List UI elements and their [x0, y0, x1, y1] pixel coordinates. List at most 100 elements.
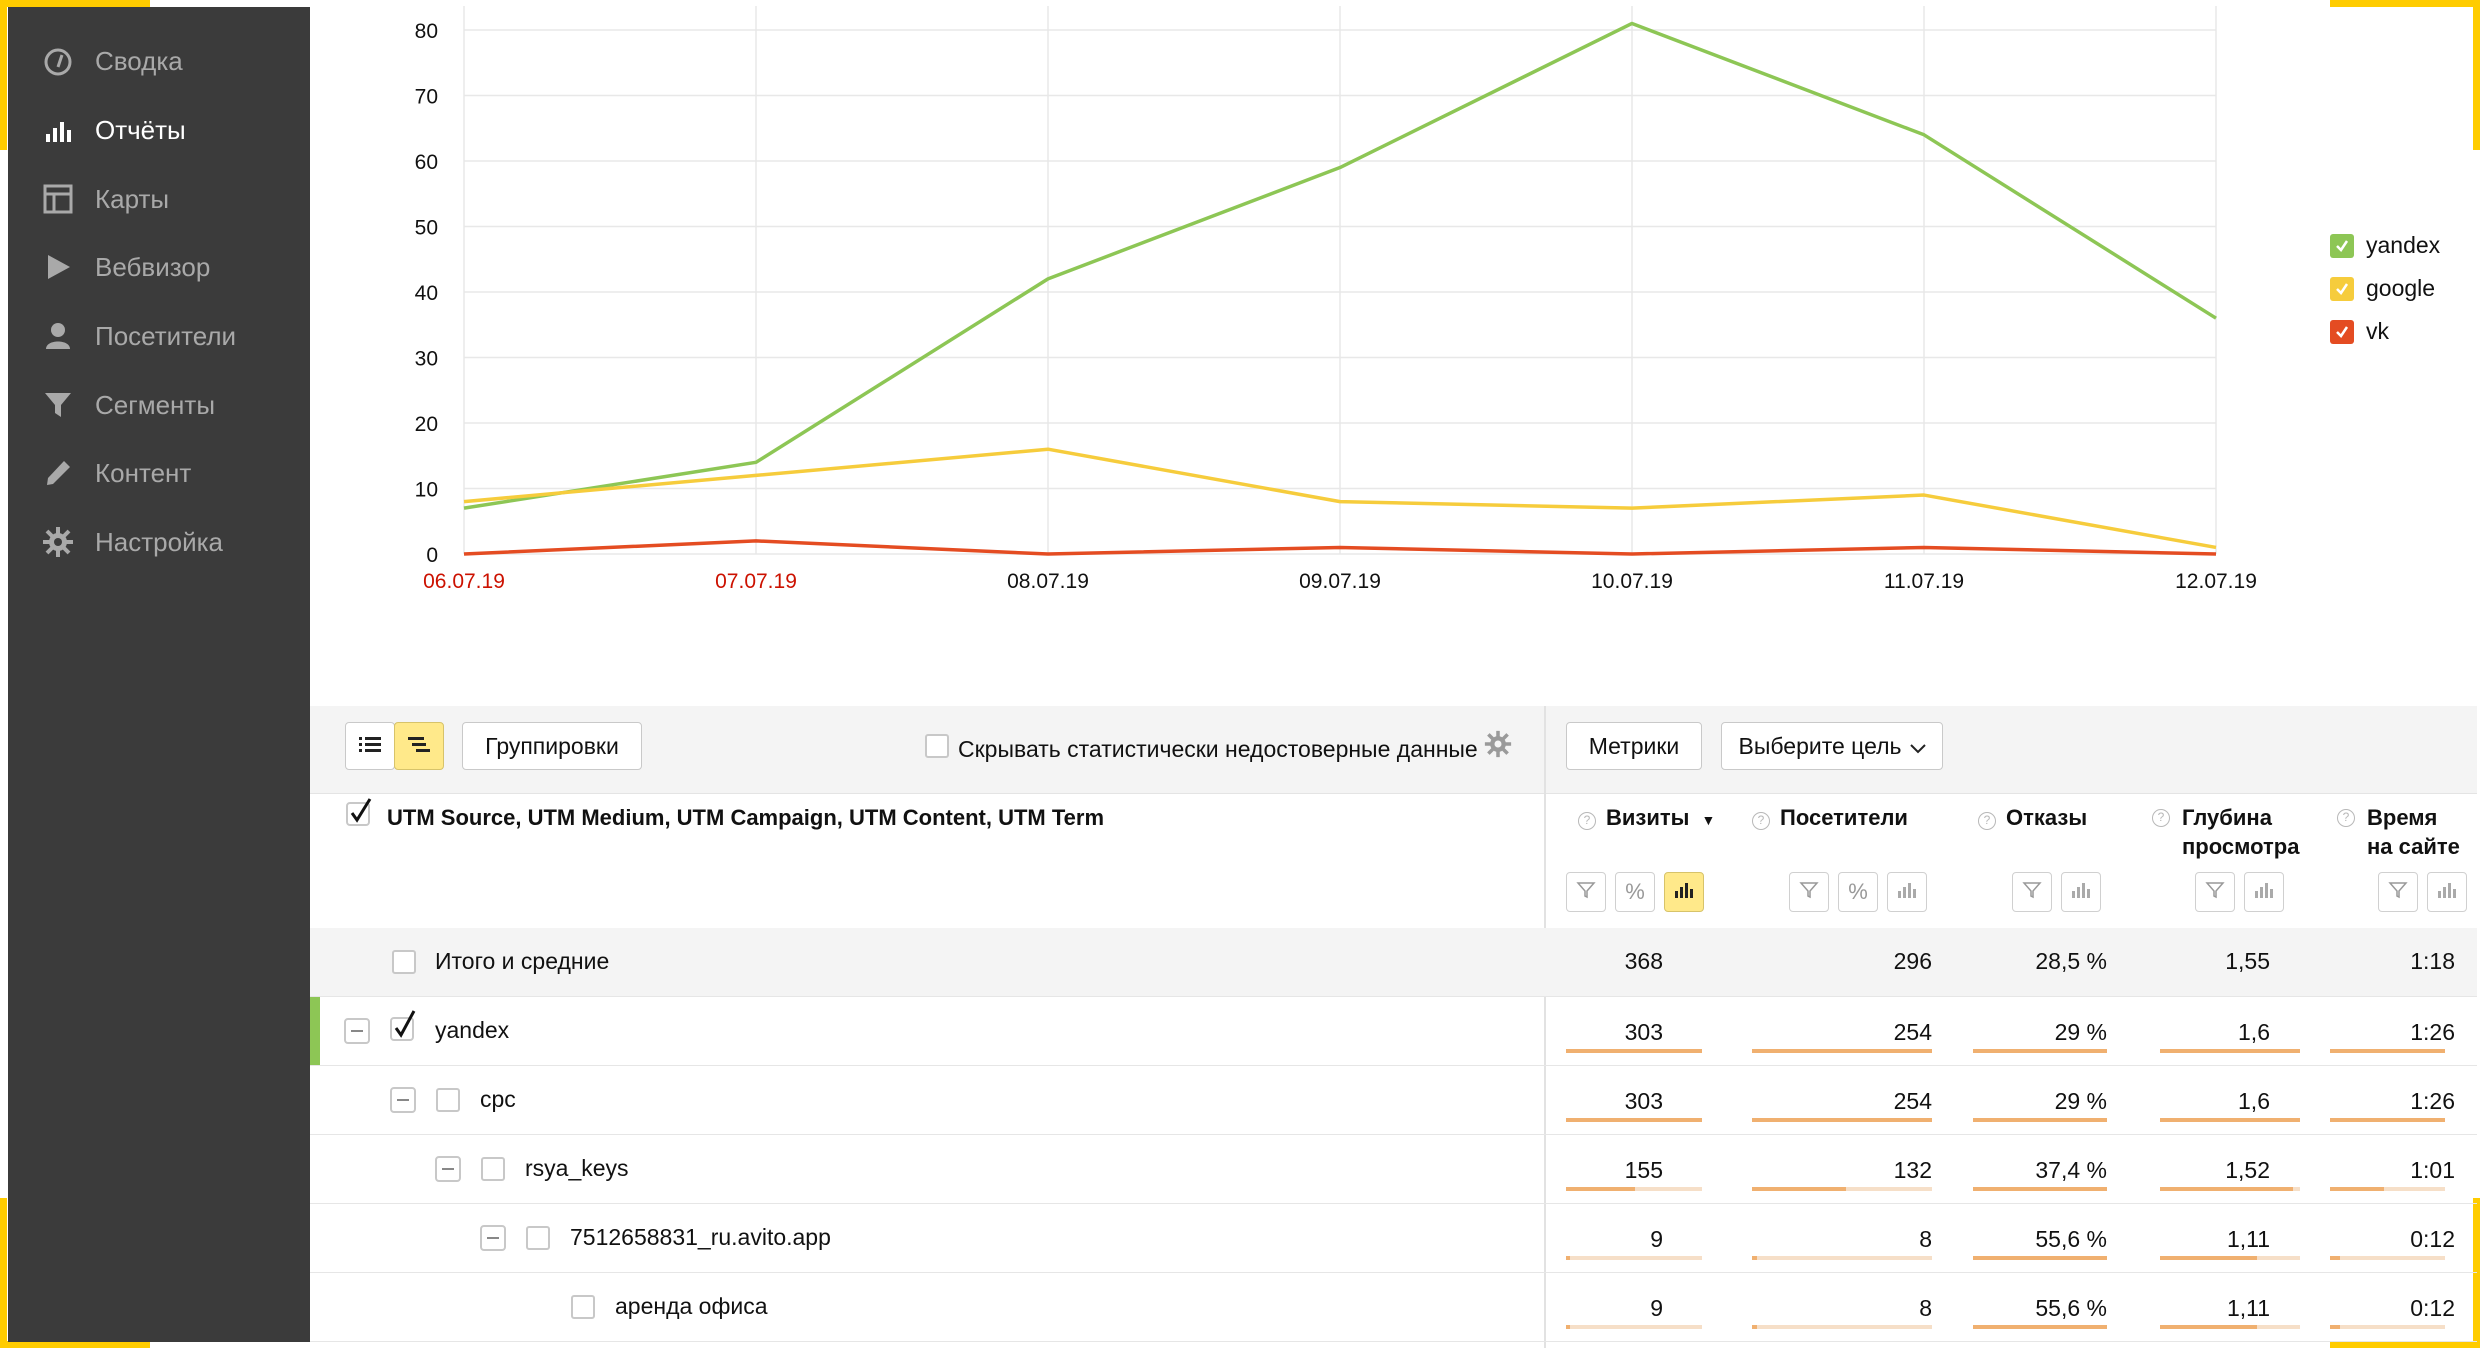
percent-icon: %: [1625, 879, 1645, 904]
cell-visitors: 8: [1919, 1295, 1932, 1321]
filter-icon: [1799, 880, 1819, 905]
column-header-visitors[interactable]: ? Посетители: [1752, 803, 1908, 832]
collapse-button[interactable]: [435, 1156, 461, 1182]
help-icon[interactable]: ?: [1978, 812, 1996, 830]
value-bar-fill: [2330, 1187, 2384, 1191]
bar-chart-button[interactable]: [1887, 872, 1927, 912]
row-label: аренда офиса: [615, 1293, 768, 1319]
filter-icon: [2022, 880, 2042, 905]
groupings-button[interactable]: Группировки: [462, 722, 642, 770]
user-icon: [41, 319, 75, 353]
bar-chart-icon: [1897, 881, 1917, 904]
sidebar-item-segments[interactable]: Сегменты: [8, 381, 310, 429]
sidebar-item-label: Карты: [95, 183, 170, 214]
cell-depth: 1,11: [2226, 1226, 2270, 1252]
row-checkbox[interactable]: [436, 1088, 460, 1112]
traffic-line-chart: 0 10 20 30 40 50 60 70 80 06.07.19 07.07.19 08.07.1…: [415, 6, 2257, 593]
help-icon[interactable]: ?: [2152, 809, 2170, 827]
sidebar-item-summary[interactable]: Сводка: [8, 37, 310, 85]
y-tick-label: 80: [415, 20, 438, 43]
view-tree-button[interactable]: [394, 722, 444, 770]
metrics-button[interactable]: Метрики: [1566, 722, 1702, 770]
cell-depth: 1,6: [2238, 1088, 2270, 1114]
bar-chart-button[interactable]: [2244, 872, 2284, 912]
filter-button[interactable]: [1789, 872, 1829, 912]
sidebar-item-settings[interactable]: Настройка: [8, 518, 310, 566]
table-row[interactable]: yandex 303 254 29 % 1,6 1:26: [310, 997, 2477, 1066]
table-row[interactable]: 7512658831_ru.avito.app 9 8 55,6 % 1,11 0:12: [310, 1204, 2477, 1273]
filter-button[interactable]: [2378, 872, 2418, 912]
list-icon: [359, 733, 381, 760]
cell-time: 0:12: [2410, 1226, 2455, 1252]
cell-time: 1:01: [2410, 1157, 2455, 1183]
row-checkbox[interactable]: [571, 1295, 595, 1319]
cell-visitors: 254: [1893, 1019, 1932, 1045]
table-row[interactable]: аренда офиса 9 8 55,6 % 1,11 0:12: [310, 1273, 2477, 1342]
series-line-yandex: [463, 21, 2217, 510]
table-row[interactable]: cpc 303 254 29 % 1,6 1:26: [310, 1066, 2477, 1135]
cell-depth: 1,6: [2238, 1019, 2270, 1045]
column-header-depth[interactable]: ? Глубина просмотра: [2152, 803, 2312, 861]
gear-icon: [41, 525, 75, 559]
collapse-button[interactable]: [480, 1225, 506, 1251]
filter-button[interactable]: [2012, 872, 2052, 912]
legend-item-google[interactable]: google: [2330, 267, 2440, 310]
dimension-checkbox[interactable]: [346, 798, 374, 826]
filter-button[interactable]: [1566, 872, 1606, 912]
bar-chart-icon: [2071, 881, 2091, 904]
sidebar-item-reports[interactable]: Отчёты: [8, 106, 310, 154]
help-icon[interactable]: ?: [1578, 812, 1596, 830]
bar-chart-button[interactable]: [2427, 872, 2467, 912]
y-tick-label: 20: [415, 413, 438, 436]
row-checkbox[interactable]: [481, 1157, 505, 1181]
goal-select[interactable]: Выберите цель: [1721, 722, 1943, 770]
corner-accent: [2330, 0, 2480, 7]
view-list-button[interactable]: [345, 722, 395, 770]
legend-label: vk: [2366, 318, 2389, 344]
x-tick-label: 07.07.19: [715, 570, 797, 593]
sidebar-item-label: Контент: [95, 457, 192, 488]
sidebar-item-content[interactable]: Контент: [8, 449, 310, 497]
bar-chart-icon: [1674, 881, 1694, 904]
collapse-button[interactable]: [390, 1087, 416, 1113]
value-bar-track: [1752, 1325, 1932, 1329]
table-row[interactable]: rsya_keys 155 132 37,4 % 1,52 1:01: [310, 1135, 2477, 1204]
percent-button[interactable]: %: [1615, 872, 1655, 912]
value-bar-fill: [1752, 1118, 1932, 1122]
legend-item-yandex[interactable]: yandex: [2330, 224, 2440, 267]
corner-accent: [0, 0, 7, 150]
value-bar-fill: [1752, 1049, 1932, 1053]
bar-chart-button[interactable]: [2061, 872, 2101, 912]
row-checkbox[interactable]: [526, 1226, 550, 1250]
column-header-bounces[interactable]: ? Отказы: [1978, 803, 2087, 832]
bar-chart-icon: [2254, 881, 2274, 904]
cell-bounces: 28,5 %: [2035, 948, 2107, 974]
cell-visits: 155: [1624, 1157, 1663, 1183]
settings-gear-icon[interactable]: [1484, 730, 1512, 763]
y-tick-label: 70: [415, 86, 438, 109]
sidebar-item-maps[interactable]: Карты: [8, 175, 310, 223]
percent-button[interactable]: %: [1838, 872, 1878, 912]
row-checkbox[interactable]: [392, 950, 416, 974]
hide-unreliable-checkbox[interactable]: [925, 734, 949, 758]
help-icon[interactable]: ?: [1752, 812, 1770, 830]
sidebar-item-visitors[interactable]: Посетители: [8, 312, 310, 360]
sidebar-item-webvisor[interactable]: Вебвизор: [8, 243, 310, 291]
filter-button[interactable]: [2195, 872, 2235, 912]
dimension-header: UTM Source, UTM Medium, UTM Campaign, UT…: [387, 805, 1105, 830]
value-bar-track: [2330, 1256, 2445, 1260]
sidebar: Сводка Отчёты Карты Вебвизор Посетители …: [8, 7, 310, 1342]
help-icon[interactable]: ?: [2337, 809, 2355, 827]
column-header-time[interactable]: ? Время на сайте: [2337, 803, 2467, 861]
x-tick-label: 11.07.19: [1884, 570, 1964, 593]
cell-depth: 1,11: [2226, 1295, 2270, 1321]
bar-chart-button[interactable]: [1664, 872, 1704, 912]
corner-accent: [2330, 1341, 2480, 1348]
cell-bounces: 55,6 %: [2035, 1226, 2107, 1252]
column-header-visits[interactable]: ? Визиты ▼: [1578, 803, 1715, 835]
row-checkbox[interactable]: [390, 1009, 420, 1048]
value-bar-fill: [1566, 1118, 1702, 1122]
y-tick-label: 40: [415, 282, 438, 305]
collapse-button[interactable]: [344, 1018, 370, 1044]
legend-item-vk[interactable]: vk: [2330, 310, 2440, 353]
